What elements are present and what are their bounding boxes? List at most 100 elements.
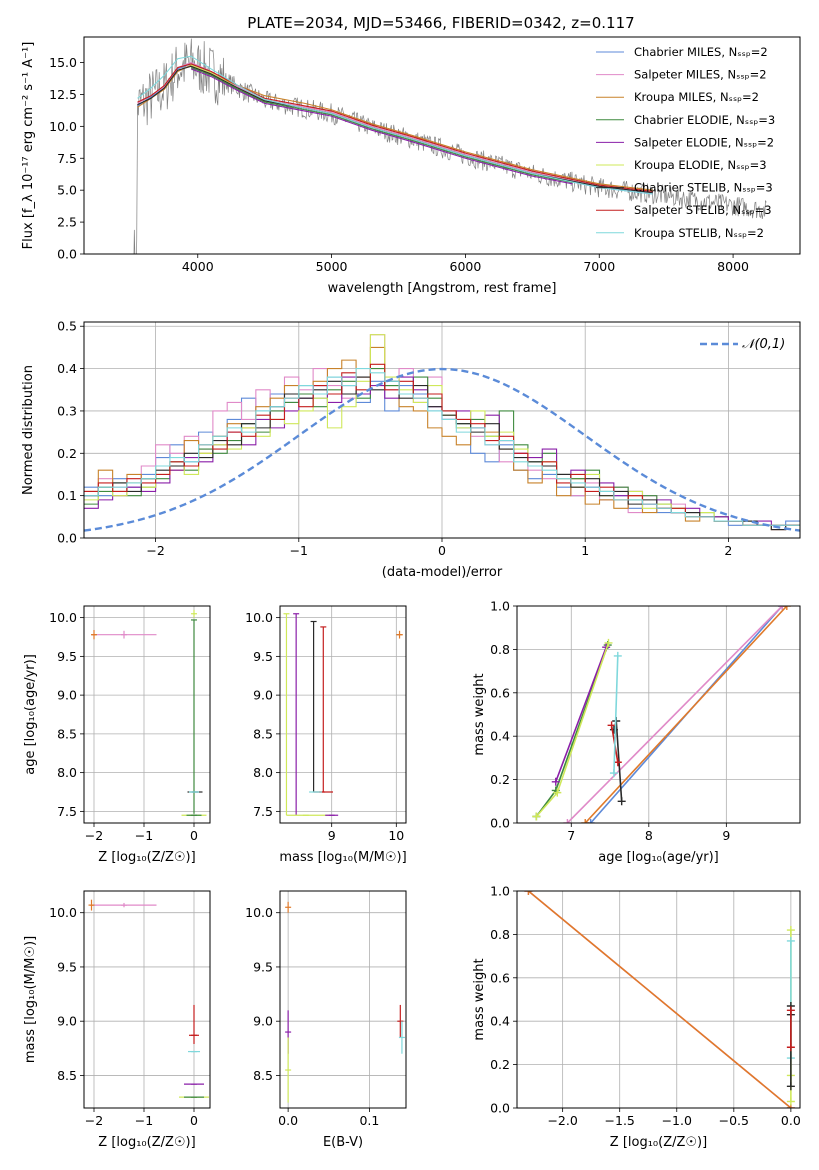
x-tick-label: 9 bbox=[328, 828, 336, 843]
x-tick-label: 2 bbox=[724, 543, 732, 558]
x-tick-label: −1 bbox=[135, 828, 153, 843]
weight-marker bbox=[778, 606, 787, 610]
panel-spectrum: 4000 5000 6000 7000 8000 0.0 2.5 5.0 7.5 10.0 12.5… bbox=[21, 36, 801, 296]
x-tick-label: −2 bbox=[85, 1113, 103, 1128]
plot-area bbox=[91, 609, 207, 816]
histogram-series bbox=[84, 368, 800, 526]
weight-marker bbox=[786, 1082, 795, 1091]
x-tick-label: 1 bbox=[581, 543, 589, 558]
weight-marker bbox=[553, 788, 562, 797]
weight-marker bbox=[786, 936, 795, 945]
y-tick-label: 7.5 bbox=[57, 804, 77, 819]
y-tick-label: 8.5 bbox=[57, 1068, 77, 1083]
weight-line bbox=[555, 646, 607, 783]
x-tick-label: 7000 bbox=[583, 259, 615, 274]
y-tick-label: 0.4 bbox=[490, 1014, 510, 1029]
legend-entry: Salpeter ELODIE, Nₛₛₚ=2 bbox=[634, 135, 774, 149]
x-axis-label: Z [log₁₀(Z/Z☉)] bbox=[610, 1135, 707, 1150]
weight-marker bbox=[532, 812, 541, 821]
y-tick-label: 9.0 bbox=[57, 688, 77, 703]
y-tick-label: 10.0 bbox=[49, 905, 77, 920]
spectrum-model-line bbox=[137, 64, 653, 191]
x-tick-label: 5000 bbox=[316, 259, 348, 274]
x-tick-label: 0 bbox=[190, 1113, 198, 1128]
axes-frame bbox=[279, 605, 407, 824]
spectrum-model-line bbox=[137, 61, 653, 194]
y-tick-label: 0.0 bbox=[57, 531, 77, 546]
weight-line bbox=[613, 655, 619, 774]
panel-residuals: −2 −1 0 1 2 0.0 0.1 0.2 0.3 0.4 0.5 (data-model)/er… bbox=[21, 319, 801, 580]
weight-marker bbox=[551, 777, 560, 786]
x-tick-label: −2.0 bbox=[547, 1113, 577, 1128]
axes-frame bbox=[83, 321, 801, 539]
weight-marker bbox=[786, 1006, 795, 1015]
weight-marker bbox=[586, 819, 595, 823]
legend-entry: 𝒩(0,1) bbox=[742, 337, 785, 352]
panel-z_vs_weight: −2.0 −1.5 −1.0 −0.5 0.0 0.0 0.2 0.4 0.6 0.8 1.0 Z [… bbox=[472, 884, 801, 1151]
y-tick-label: 9.5 bbox=[57, 649, 77, 664]
x-axis-label: wavelength [Angstrom, rest frame] bbox=[328, 281, 557, 296]
x-tick-label: −2 bbox=[146, 543, 164, 558]
y-tick-label: 0.3 bbox=[57, 403, 77, 418]
y-tick-label: 0.8 bbox=[490, 642, 510, 657]
y-tick-label: 10.0 bbox=[245, 610, 273, 625]
axes-frame bbox=[279, 890, 407, 1109]
panels: 4000 5000 6000 7000 80000.02.55.07.510.012.5… bbox=[21, 36, 801, 1151]
x-tick-label: −1 bbox=[135, 1113, 153, 1128]
x-tick-label: 7 bbox=[567, 828, 575, 843]
spectrum-model-line bbox=[190, 68, 573, 185]
weight-line bbox=[566, 606, 783, 823]
y-tick-label: 0.1 bbox=[57, 488, 77, 503]
weight-marker bbox=[604, 638, 613, 647]
x-tick-label: 0.1 bbox=[359, 1113, 379, 1128]
x-axis-label: (data-model)/error bbox=[382, 565, 503, 580]
normal-curve bbox=[84, 367, 800, 532]
weight-line bbox=[527, 891, 792, 1108]
x-axis-label: mass [log₁₀(M/M☉)] bbox=[279, 850, 406, 865]
weight-marker bbox=[524, 891, 533, 895]
y-tick-label: 7.5 bbox=[57, 151, 77, 166]
x-tick-label: 8 bbox=[645, 828, 653, 843]
weight-marker bbox=[581, 819, 590, 823]
y-tick-label: 10.0 bbox=[49, 610, 77, 625]
y-axis-label: mass weight bbox=[472, 958, 487, 1040]
legend-entry: Chabrier STELIB, Nₛₛₚ=3 bbox=[634, 181, 773, 195]
y-tick-label: 7.5 bbox=[253, 804, 273, 819]
legend-entry: Salpeter MILES, Nₛₛₚ=2 bbox=[634, 68, 767, 82]
weight-marker bbox=[786, 926, 795, 935]
axes-frame bbox=[516, 605, 801, 824]
y-tick-label: 0.0 bbox=[490, 1101, 510, 1116]
y-axis-label: mass [log₁₀(M/M☉)] bbox=[23, 936, 38, 1063]
weight-marker bbox=[613, 758, 622, 767]
y-tick-label: 0.4 bbox=[57, 361, 77, 376]
panel-z_vs_mass: −2 −1 0 8.5 9.0 9.5 10.0 Z [log₁₀(Z/Z☉)] mass [l… bbox=[23, 890, 211, 1150]
spectrum-model-line bbox=[190, 64, 573, 182]
axes-frame bbox=[516, 890, 801, 1109]
y-tick-label: 0.8 bbox=[490, 927, 510, 942]
spectrum-model-line bbox=[137, 63, 653, 192]
plot-area bbox=[283, 613, 403, 816]
y-axis-label: Flux [f_λ 10⁻¹⁷ erg cm⁻² s⁻¹ A⁻¹] bbox=[21, 42, 36, 250]
x-tick-label: 0.0 bbox=[278, 1113, 298, 1128]
x-axis-label: E(B-V) bbox=[323, 1135, 363, 1150]
x-tick-label: 4000 bbox=[182, 259, 214, 274]
axes-frame bbox=[83, 36, 801, 255]
x-tick-label: −1 bbox=[290, 543, 308, 558]
weight-line bbox=[584, 606, 788, 823]
x-tick-label: 0.0 bbox=[781, 1113, 801, 1128]
legend-entry: Kroupa MILES, Nₛₛₚ=2 bbox=[634, 90, 759, 104]
figure-title: PLATE=2034, MJD=53466, FIBERID=0342, z=0… bbox=[247, 14, 634, 32]
y-tick-label: 8.5 bbox=[253, 726, 273, 741]
x-tick-label: 8000 bbox=[717, 259, 749, 274]
weight-marker bbox=[607, 721, 616, 730]
y-tick-label: 1.0 bbox=[490, 599, 510, 614]
y-tick-label: 9.0 bbox=[253, 1014, 273, 1029]
y-tick-label: 0.6 bbox=[490, 685, 510, 700]
spectrum-model-line bbox=[137, 55, 653, 195]
x-axis-label: Z [log₁₀(Z/Z☉)] bbox=[98, 1135, 195, 1150]
panel-z_vs_age: −2 −1 0 7.5 8.0 8.5 9.0 9.5 10.0 Z [log₁₀(Z/Z☉)] a… bbox=[23, 605, 211, 865]
plot-area bbox=[133, 38, 767, 254]
y-tick-label: 9.0 bbox=[57, 1014, 77, 1029]
spectrum-model-line bbox=[190, 67, 573, 184]
